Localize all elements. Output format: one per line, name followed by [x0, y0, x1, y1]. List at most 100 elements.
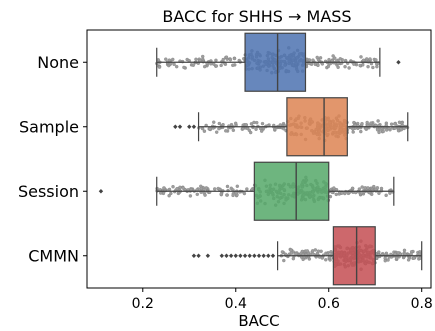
swarm-point	[412, 256, 416, 260]
swarm-point	[369, 121, 373, 125]
box-none	[244, 32, 307, 92]
swarm-point	[233, 121, 238, 126]
outlier-point	[256, 253, 262, 258]
chart-title: BACC for SHHS → MASS	[162, 7, 351, 26]
swarm-point	[359, 55, 363, 59]
swarm-point	[315, 55, 319, 60]
swarm-point	[388, 191, 392, 195]
swarm-point	[406, 258, 411, 262]
swarm-point	[255, 120, 259, 125]
swarm-point	[208, 127, 212, 131]
swarm-point	[374, 58, 378, 62]
box-cmmn	[332, 226, 376, 286]
swarm-point	[343, 191, 347, 196]
swarm-point	[182, 65, 186, 70]
swarm-point	[334, 192, 338, 197]
swarm-point	[366, 186, 370, 190]
swarm-point	[244, 123, 248, 127]
swarm-point	[361, 63, 365, 67]
swarm-point	[212, 62, 216, 66]
box-group-sample	[173, 97, 410, 157]
x-tick-label: 0.4	[225, 296, 247, 312]
outlier-point	[396, 60, 401, 65]
swarm-point	[169, 191, 173, 196]
swarm-point	[242, 191, 247, 196]
swarm-point	[214, 64, 219, 68]
swarm-point	[191, 63, 195, 67]
outlier-point	[266, 253, 271, 258]
swarm-point	[307, 58, 312, 62]
swarm-point	[327, 57, 331, 62]
outlier-point	[261, 253, 266, 258]
outlier-point	[205, 253, 211, 258]
y-category-label: None	[37, 53, 79, 72]
x-tick-label: 0.2	[132, 296, 154, 312]
outlier-point	[191, 124, 197, 129]
x-axis-label: BACC	[238, 312, 279, 330]
y-category-label: Sample	[19, 117, 79, 136]
swarm-point	[384, 193, 388, 198]
swarm-point	[232, 56, 237, 61]
swarm-point	[172, 62, 176, 67]
swarm-point	[365, 120, 369, 125]
swarm-point	[338, 57, 343, 61]
outlier-point	[196, 253, 201, 258]
swarm-point	[336, 65, 340, 70]
swarm-point	[396, 128, 401, 133]
outlier-point	[242, 253, 248, 258]
outlier-point	[98, 189, 104, 194]
swarm-point	[259, 129, 264, 133]
swarm-point	[202, 64, 207, 69]
swarm-point	[221, 57, 225, 62]
swarm-point	[181, 186, 185, 190]
swarm-point	[360, 121, 364, 126]
swarm-point	[394, 256, 399, 260]
swarm-point	[350, 186, 355, 190]
swarm-point	[159, 191, 163, 195]
box-session	[253, 161, 330, 221]
swarm-point	[384, 128, 389, 132]
swarm-point	[217, 126, 221, 131]
swarm-point	[402, 126, 406, 131]
swarm-point	[397, 120, 402, 124]
swarm-point	[195, 192, 199, 197]
swarm-point	[371, 65, 375, 70]
swarm-point	[326, 64, 331, 69]
swarm-point	[313, 248, 318, 252]
swarm-point	[359, 129, 363, 134]
swarm-point	[214, 130, 219, 134]
swarm-point	[260, 121, 265, 126]
swarm-point	[351, 130, 355, 134]
swarm-point	[199, 186, 204, 191]
swarm-point	[289, 251, 294, 255]
swarm-point	[393, 122, 397, 126]
box-group-session	[98, 161, 395, 221]
swarm-point	[376, 119, 380, 123]
swarm-point	[294, 251, 298, 256]
outlier-point	[191, 253, 197, 258]
swarm-point	[231, 63, 235, 67]
outlier-point	[177, 124, 183, 129]
plot-frame	[86, 29, 432, 289]
swarm-point	[231, 193, 235, 198]
swarm-point	[231, 128, 236, 132]
outlier-point	[252, 253, 257, 258]
swarm-point	[324, 258, 328, 262]
swarm-point	[331, 54, 335, 58]
outlier-point	[270, 253, 276, 258]
swarm-point	[214, 58, 218, 62]
swarm-point	[213, 187, 217, 191]
outlier-point	[219, 253, 225, 258]
box-group-none	[155, 32, 401, 92]
outlier-point	[247, 253, 252, 258]
y-category-label: Session	[18, 182, 79, 201]
swarm-point	[245, 187, 249, 191]
swarm-point	[375, 128, 380, 132]
swarm-point	[225, 193, 229, 197]
swarm-point	[200, 126, 205, 131]
swarm-point	[235, 184, 240, 188]
plot-area	[98, 32, 423, 286]
swarm-point	[194, 57, 198, 61]
swarm-point	[332, 186, 336, 190]
swarm-point	[383, 259, 387, 263]
